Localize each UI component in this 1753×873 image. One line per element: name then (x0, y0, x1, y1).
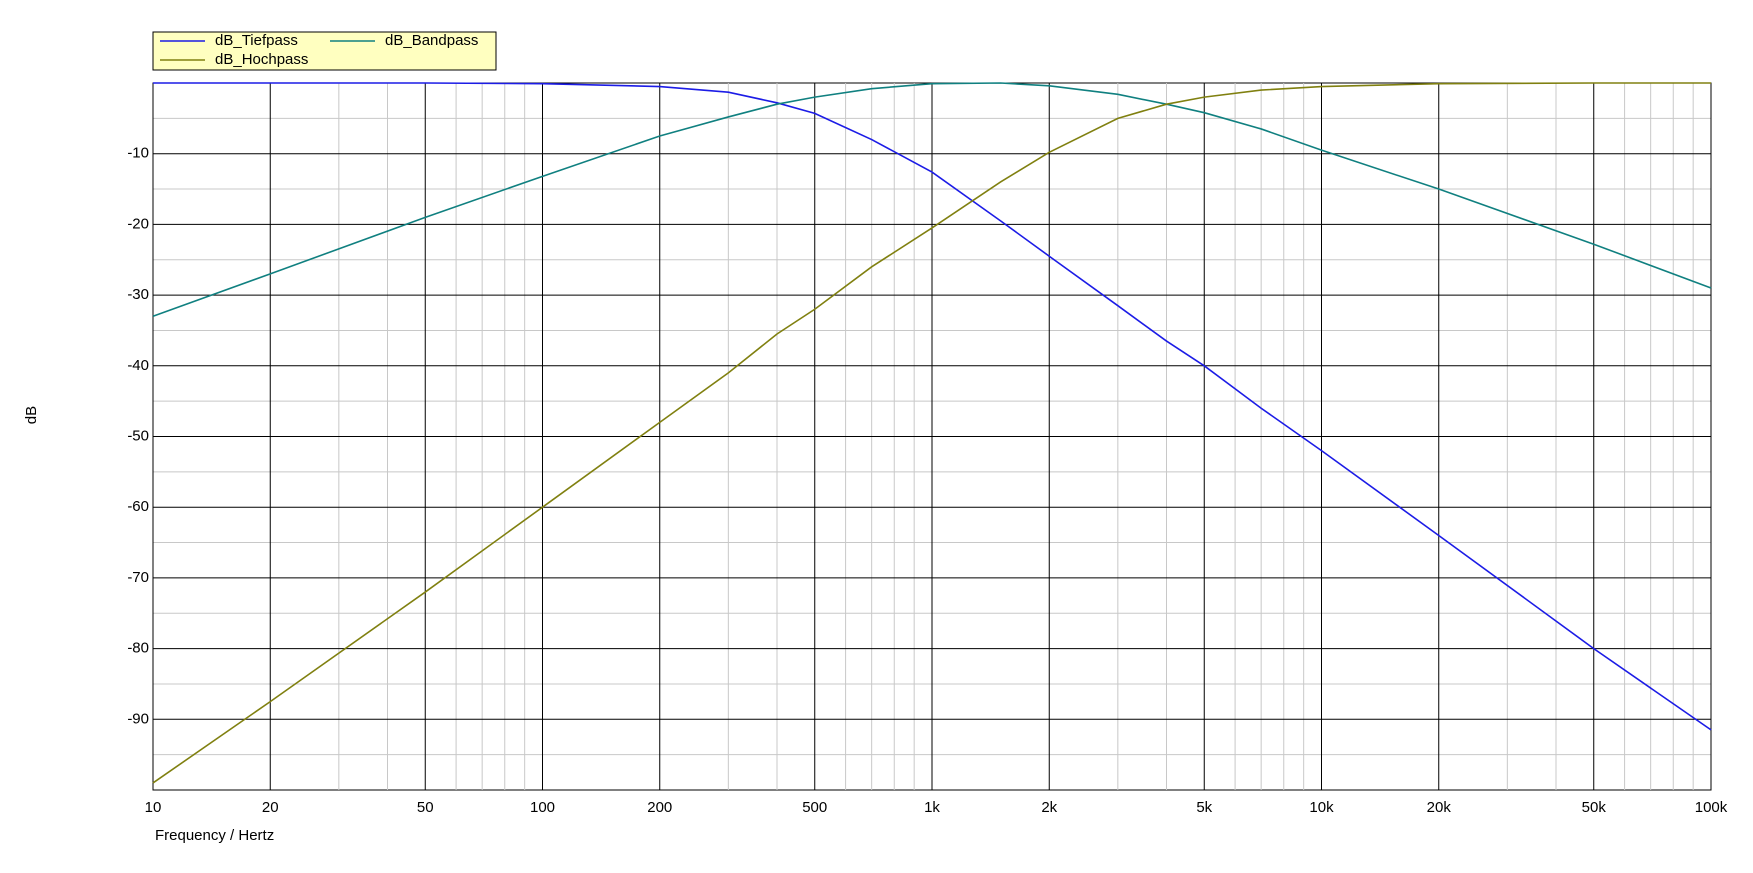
y-axis-label: dB (23, 406, 40, 424)
y-tick-label: -10 (127, 145, 149, 162)
x-tick-label: 20k (1427, 799, 1452, 816)
legend-label: dB_Hochpass (215, 51, 308, 68)
y-tick-label: -50 (127, 427, 149, 444)
x-tick-label: 20 (262, 799, 279, 816)
x-tick-label: 50 (417, 799, 434, 816)
y-tick-label: -60 (127, 498, 149, 515)
x-tick-label: 100 (530, 799, 555, 816)
y-tick-label: -40 (127, 357, 149, 374)
x-tick-label: 2k (1041, 799, 1057, 816)
y-tick-label: -80 (127, 640, 149, 657)
legend-label: dB_Bandpass (385, 32, 478, 49)
series-line (153, 82, 1712, 731)
x-axis-label: Frequency / Hertz (155, 827, 274, 844)
x-tick-label: 10 (145, 799, 162, 816)
x-tick-label: 100k (1695, 799, 1728, 816)
y-tick-label: -20 (127, 215, 149, 232)
x-tick-label: 5k (1196, 799, 1212, 816)
x-tick-label: 1k (924, 799, 940, 816)
x-tick-label: 500 (802, 799, 827, 816)
y-tick-label: -90 (127, 710, 149, 727)
legend (152, 31, 497, 71)
y-tick-label: -30 (127, 286, 149, 303)
x-tick-label: 200 (647, 799, 672, 816)
x-tick-label: 10k (1309, 799, 1334, 816)
y-tick-label: -70 (127, 569, 149, 586)
x-tick-label: 50k (1582, 799, 1607, 816)
series-line (152, 82, 1712, 318)
series-line (152, 82, 1711, 784)
legend-label: dB_Tiefpass (215, 32, 298, 49)
